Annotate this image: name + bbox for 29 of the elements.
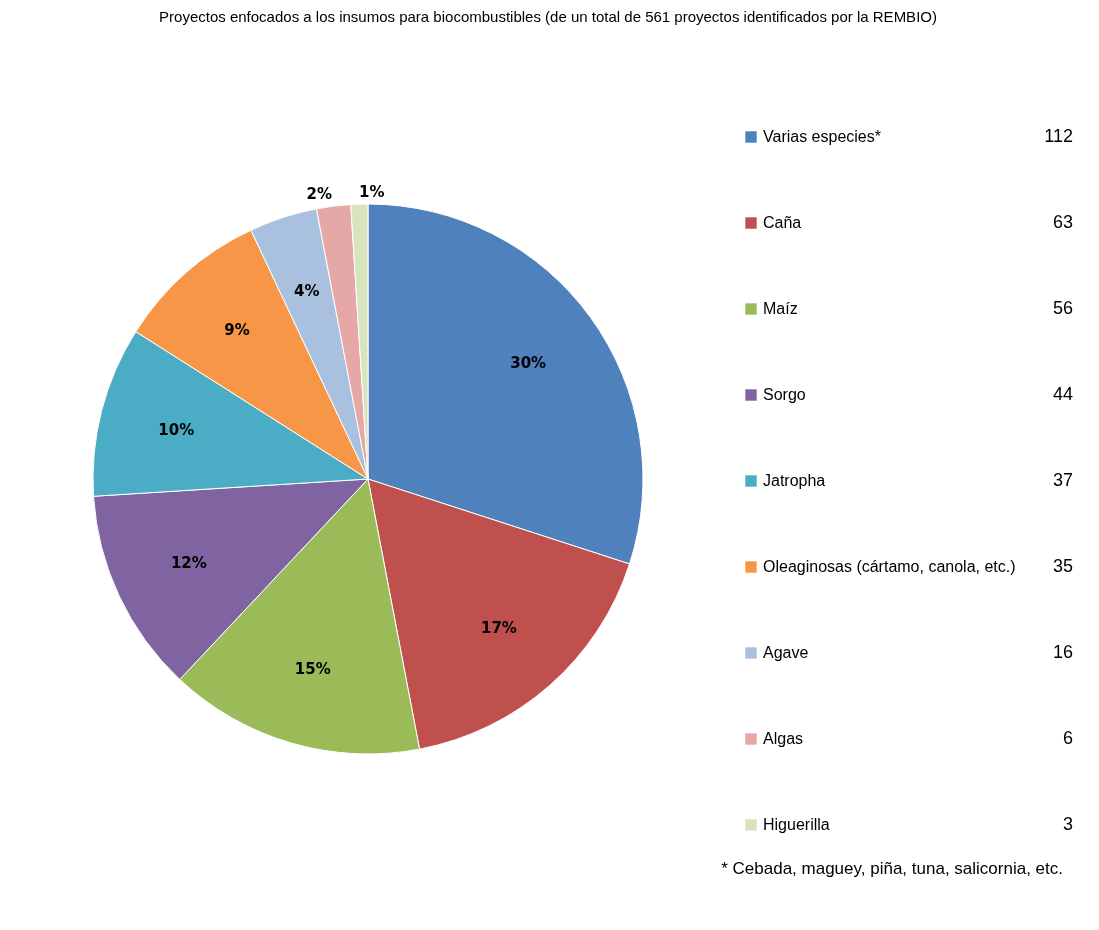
text: 37 — [1052, 470, 1073, 490]
legend-label: Caña — [763, 214, 802, 231]
text: 63 — [1052, 212, 1073, 232]
text: 56 — [1052, 298, 1073, 318]
legend-label: Varias especies* — [763, 128, 881, 145]
data-label: 12% — [170, 554, 207, 573]
legend-label: Sorgo — [763, 386, 806, 403]
text: 112 — [1044, 126, 1073, 146]
legend-label: Higuerilla — [763, 816, 830, 833]
text: 16 — [1052, 642, 1073, 662]
data-label: 15% — [294, 660, 331, 679]
text: 44 — [1052, 384, 1073, 404]
legend-label: Maíz — [763, 300, 798, 317]
data-label: 17% — [480, 618, 517, 637]
text: 3 — [1062, 814, 1073, 834]
data-label: 30% — [510, 353, 547, 372]
data-label: 10% — [158, 420, 195, 439]
chart-title: Proyectos enfocados a los insumos para biocombustibles (de un total de 561 proyectos identificados por la REMBIO) — [159, 8, 937, 25]
legend-label: Jatropha — [763, 472, 826, 489]
legend-label: Algas — [763, 730, 804, 747]
text: 6 — [1062, 728, 1073, 748]
data-label: 2% — [306, 185, 333, 204]
text: * Cebada, maguey, piña, tuna, salicornia, etc. — [721, 859, 1063, 878]
data-label: 1% — [358, 183, 385, 202]
text: 35 — [1052, 556, 1073, 576]
data-label: 4% — [294, 281, 320, 300]
legend-label: Oleaginosas (cártamo, canola, etc.) — [763, 558, 1016, 575]
legend-label: Agave — [763, 644, 809, 661]
data-label: 9% — [224, 321, 250, 340]
